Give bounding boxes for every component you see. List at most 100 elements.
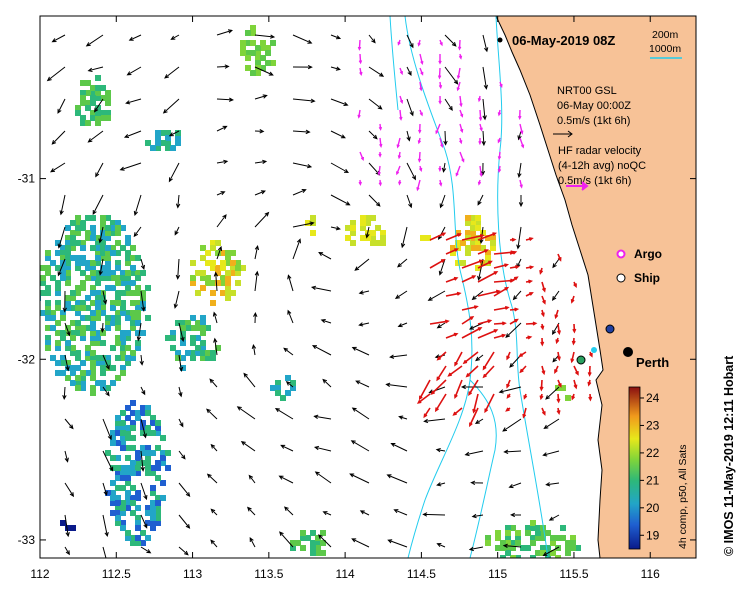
sst-pixel: [145, 315, 151, 321]
sst-pixel: [210, 265, 216, 271]
argo-vector-arrow: [497, 109, 502, 117]
sst-pixel: [120, 500, 126, 506]
sst-pixel: [200, 270, 206, 276]
sst-pixel: [90, 385, 96, 391]
sst-pixel: [80, 375, 86, 381]
model-vector-arrow: [460, 384, 483, 390]
sst-pixel: [185, 350, 191, 356]
sst-pixel: [155, 515, 161, 521]
sst-pixel: [530, 520, 536, 526]
sst-pixel: [265, 45, 271, 51]
model-vector-arrow: [365, 226, 370, 239]
sst-pixel: [110, 365, 116, 371]
sst-pixel: [55, 360, 61, 366]
model-vector-arrow: [51, 130, 66, 145]
sst-pixel: [100, 245, 106, 251]
hf-vector-arrow: [445, 233, 462, 241]
sst-pixel: [130, 320, 136, 326]
sst-pixel: [175, 355, 181, 361]
sst-pixel: [140, 450, 146, 456]
sst-pixel: [115, 325, 121, 331]
sst-pixel: [165, 335, 171, 341]
sst-pixel: [290, 385, 296, 391]
argo-vector-arrow: [497, 151, 502, 161]
sst-pixel: [555, 535, 561, 541]
sst-pixel: [525, 530, 531, 536]
sst-pixel: [45, 315, 51, 321]
model-vector-arrow: [102, 386, 110, 397]
sst-pixel: [155, 430, 161, 436]
argo-vector-arrow: [438, 179, 443, 187]
sst-pixel: [565, 550, 571, 556]
sst-pixel: [115, 495, 121, 501]
sst-pixel: [80, 95, 86, 101]
model-vector-arrow: [216, 125, 228, 132]
sst-pixel: [65, 240, 71, 246]
sst-pixel: [75, 285, 81, 291]
sst-pixel: [500, 545, 506, 551]
sst-pixel: [115, 440, 121, 446]
sst-pixel: [230, 290, 236, 296]
sst-pixel: [75, 325, 81, 331]
sst-pixel: [310, 215, 316, 221]
sst-pixel: [130, 310, 136, 316]
sst-pixel: [475, 245, 481, 251]
model-vector-arrow: [254, 270, 260, 292]
sst-pixel: [95, 240, 101, 246]
model-vector-arrow: [475, 354, 484, 362]
model-vector-arrow: [140, 386, 146, 396]
sst-pixel: [350, 230, 356, 236]
model-vector-arrow: [178, 450, 186, 460]
sst-pixel: [120, 355, 126, 361]
argo-vector-arrow: [419, 67, 424, 76]
sst-pixel: [195, 325, 201, 331]
model-vector-arrow: [545, 482, 560, 487]
sst-pixel: [85, 345, 91, 351]
sst-pixel: [175, 135, 181, 141]
sst-pixel: [165, 140, 171, 146]
sst-pixel: [75, 380, 81, 386]
sst-pixel: [130, 290, 136, 296]
model-vector-arrow: [236, 406, 256, 420]
sst-pixel: [70, 255, 76, 261]
argo-vector-arrow: [499, 81, 503, 89]
sst-pixel: [125, 330, 131, 336]
sst-pixel: [130, 315, 136, 321]
hf-vector-arrow: [430, 379, 447, 396]
sst-pixel: [110, 300, 116, 306]
sst-pixel: [365, 215, 371, 221]
sst-pixel: [145, 140, 151, 146]
sst-pixel: [55, 320, 61, 326]
model-vector-arrow: [280, 444, 294, 452]
sst-pixel: [85, 215, 91, 221]
sst-pixel: [100, 365, 106, 371]
sst-pixel: [450, 250, 456, 256]
colorbar-tick-label: 20: [646, 501, 660, 515]
sst-pixel: [480, 230, 486, 236]
sst-pixel: [90, 365, 96, 371]
sst-pixel: [470, 220, 476, 226]
isobath-1000m-b: [389, 16, 497, 558]
sst-pixel: [160, 495, 166, 501]
sst-pixel: [155, 140, 161, 146]
sst-pixel: [90, 300, 96, 306]
sst-pixel: [120, 370, 126, 376]
sst-pixel: [130, 435, 136, 441]
sst-pixel: [140, 410, 146, 416]
sst-pixel: [105, 490, 111, 496]
sst-pixel: [60, 370, 66, 376]
model-vector-arrow: [482, 34, 489, 53]
sst-pixel: [45, 290, 51, 296]
sst-pixel: [100, 265, 106, 271]
sst-pixel: [95, 120, 101, 126]
sst-pixel: [195, 335, 201, 341]
model-vector-arrow: [57, 258, 66, 277]
sst-pixel: [130, 270, 136, 276]
sst-pixel: [125, 250, 131, 256]
sst-pixel: [95, 115, 101, 121]
sst-pixel: [145, 505, 151, 511]
sst-pixel: [75, 110, 81, 116]
argo-vector-arrow: [399, 95, 404, 104]
argo-vector-arrow: [416, 179, 421, 192]
